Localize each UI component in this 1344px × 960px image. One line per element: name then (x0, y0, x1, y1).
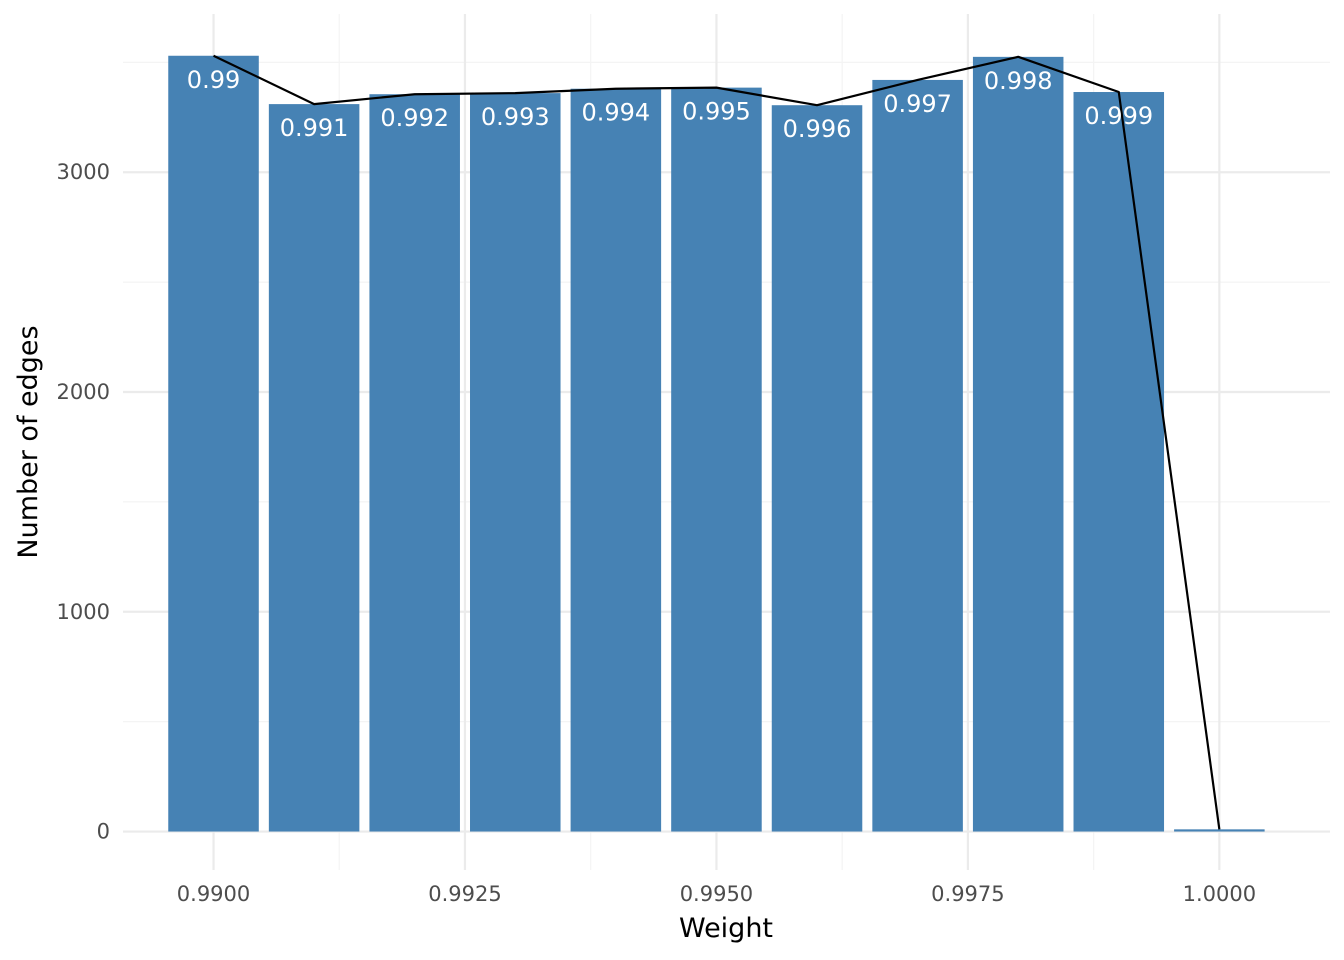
histogram-bar (268, 104, 360, 832)
histogram-bar (1073, 92, 1165, 832)
x-tick-label: 0.9950 (680, 882, 753, 906)
x-tick-label: 0.9900 (177, 882, 250, 906)
y-axis-title: Number of edges (13, 325, 44, 558)
x-tick-label: 0.9975 (931, 882, 1004, 906)
bar-value-label: 0.993 (481, 103, 550, 131)
bar-labels: 0.99 0.991 0.992 0.993 0.994 0.995 0.996 0.997 0… (187, 66, 1153, 143)
bar-value-label: 0.997 (883, 90, 952, 118)
bar-value-label: 0.998 (984, 67, 1053, 95)
y-tick-label: 2000 (57, 380, 110, 404)
bar-value-label: 0.991 (280, 114, 349, 142)
bar-value-label: 0.999 (1084, 102, 1153, 130)
histogram-bar (570, 88, 662, 832)
histogram-bar (168, 55, 259, 832)
x-tick-label: 0.9925 (428, 882, 501, 906)
bar-value-label: 0.992 (380, 104, 449, 132)
histogram-bar (369, 94, 460, 832)
histogram-bar (771, 105, 863, 832)
bars (168, 55, 1265, 832)
y-tick-label: 3000 (57, 160, 110, 184)
y-axis-tick-labels: 0 1000 2000 3000 (57, 160, 110, 843)
x-axis-title: Weight (679, 913, 773, 944)
trend-line (213, 54, 1221, 830)
histogram-bar (1174, 829, 1265, 832)
histogram-bar (872, 79, 963, 832)
x-tick-label: 1.0000 (1183, 882, 1256, 906)
y-tick-label: 0 (97, 820, 110, 844)
bar-value-label: 0.996 (783, 115, 852, 143)
histogram-bar (671, 87, 762, 832)
bar-value-label: 0.995 (682, 98, 751, 126)
bar-value-label: 0.99 (187, 66, 240, 94)
x-axis-tick-labels: 0.9900 0.9925 0.9950 0.9975 1.0000 (177, 882, 1256, 906)
trend-line-group (213, 54, 1221, 830)
histogram-bar (972, 56, 1064, 832)
bar-value-label: 0.994 (581, 99, 650, 127)
histogram-bar (470, 93, 561, 832)
y-tick-label: 1000 (57, 600, 110, 624)
